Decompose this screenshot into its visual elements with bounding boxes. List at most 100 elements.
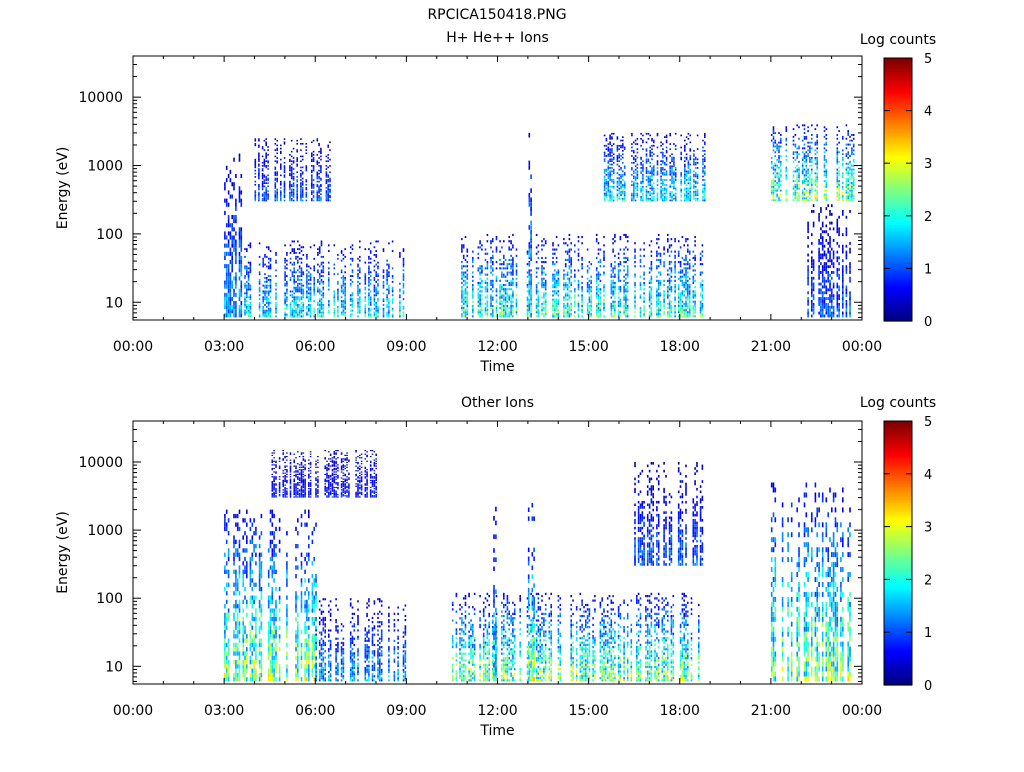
data-pixel bbox=[541, 277, 543, 280]
data-pixel bbox=[821, 247, 824, 251]
data-pixel bbox=[656, 194, 659, 197]
data-pixel bbox=[510, 315, 512, 318]
data-pixel bbox=[308, 275, 310, 277]
data-pixel bbox=[555, 292, 558, 295]
data-pixel bbox=[821, 311, 824, 315]
data-pixel bbox=[247, 261, 250, 264]
data-pixel bbox=[283, 141, 286, 144]
data-pixel bbox=[286, 300, 288, 302]
data-pixel bbox=[337, 282, 339, 285]
data-pixel bbox=[685, 279, 687, 282]
data-pixel bbox=[668, 273, 671, 276]
data-pixel bbox=[504, 311, 507, 314]
data-pixel bbox=[235, 272, 237, 277]
data-pixel bbox=[495, 279, 498, 282]
data-pixel bbox=[809, 145, 811, 148]
data-pixel bbox=[333, 313, 336, 316]
data-pixel bbox=[778, 182, 780, 184]
data-pixel bbox=[656, 173, 659, 176]
data-pixel bbox=[687, 261, 689, 264]
data-pixel bbox=[528, 315, 531, 318]
data-pixel bbox=[659, 284, 662, 287]
data-pixel bbox=[616, 182, 619, 185]
data-pixel bbox=[696, 175, 699, 178]
data-pixel bbox=[464, 296, 467, 299]
data-pixel bbox=[657, 315, 660, 318]
data-pixel bbox=[535, 309, 538, 312]
data-pixel bbox=[798, 153, 800, 156]
data-pixel bbox=[325, 171, 328, 173]
data-pixel bbox=[240, 235, 243, 240]
data-pixel bbox=[634, 187, 637, 190]
data-pixel bbox=[464, 315, 467, 318]
data-pixel bbox=[816, 166, 818, 169]
data-pixel bbox=[625, 300, 627, 303]
data-pixel bbox=[373, 286, 376, 289]
data-pixel bbox=[649, 165, 651, 168]
data-pixel bbox=[557, 271, 560, 274]
data-pixel bbox=[772, 130, 775, 132]
data-pixel bbox=[492, 296, 494, 299]
data-pixel bbox=[244, 248, 246, 251]
data-pixel bbox=[642, 180, 644, 183]
data-pixel bbox=[648, 298, 651, 301]
data-pixel bbox=[681, 300, 684, 303]
data-pixel bbox=[291, 309, 294, 312]
data-pixel bbox=[306, 313, 308, 316]
data-pixel bbox=[625, 311, 627, 314]
data-pixel bbox=[293, 304, 295, 306]
data-pixel bbox=[258, 165, 260, 167]
data-pixel bbox=[670, 279, 673, 282]
data-pixel bbox=[563, 242, 565, 245]
data-pixel bbox=[311, 193, 313, 195]
data-pixel bbox=[284, 298, 286, 301]
data-pixel bbox=[673, 177, 675, 179]
data-pixel bbox=[577, 269, 580, 272]
data-pixel bbox=[633, 187, 635, 190]
data-pixel bbox=[300, 246, 303, 249]
data-pixel bbox=[510, 300, 512, 303]
data-pixel bbox=[636, 173, 639, 176]
data-pixel bbox=[694, 286, 696, 289]
data-pixel bbox=[685, 269, 687, 272]
data-pixel bbox=[603, 179, 606, 181]
data-pixel bbox=[668, 313, 671, 316]
data-pixel bbox=[530, 275, 532, 281]
data-pixel bbox=[329, 158, 331, 161]
data-pixel bbox=[328, 277, 330, 279]
data-pixel bbox=[811, 314, 813, 318]
data-pixel bbox=[649, 191, 651, 193]
data-pixel bbox=[276, 171, 278, 173]
data-pixel bbox=[605, 196, 608, 198]
data-pixel bbox=[696, 148, 699, 150]
data-pixel bbox=[818, 259, 820, 263]
data-pixel bbox=[699, 292, 702, 295]
data-pixel bbox=[283, 138, 286, 140]
data-pixel bbox=[289, 182, 291, 184]
data-pixel bbox=[247, 305, 250, 308]
data-pixel bbox=[337, 290, 339, 293]
data-pixel bbox=[851, 172, 853, 175]
data-pixel bbox=[679, 279, 682, 282]
data-pixel bbox=[552, 302, 554, 305]
data-pixel bbox=[574, 302, 576, 305]
data-pixel bbox=[462, 298, 465, 301]
data-pixel bbox=[656, 250, 658, 253]
data-pixel bbox=[472, 292, 474, 295]
data-pixel bbox=[687, 189, 690, 191]
data-pixel bbox=[266, 296, 268, 299]
data-pixel bbox=[318, 298, 321, 301]
data-pixel bbox=[461, 261, 463, 264]
data-pixel bbox=[612, 180, 615, 183]
data-pixel bbox=[660, 182, 662, 185]
data-pixel bbox=[639, 286, 642, 289]
data-pixel bbox=[492, 254, 494, 257]
data-pixel bbox=[609, 167, 611, 169]
data-pixel bbox=[311, 187, 313, 189]
data-pixel bbox=[623, 146, 626, 149]
data-pixel bbox=[687, 179, 690, 181]
data-pixel bbox=[692, 277, 695, 280]
data-pixel bbox=[603, 151, 606, 154]
data-pixel bbox=[622, 143, 624, 145]
data-pixel bbox=[645, 175, 648, 178]
